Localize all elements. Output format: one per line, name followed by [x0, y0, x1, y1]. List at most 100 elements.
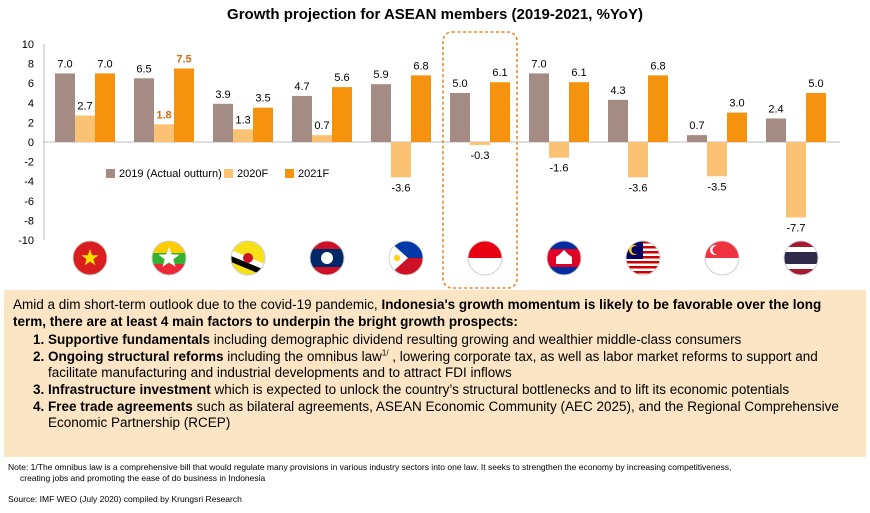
data-label: 5.6 — [334, 72, 349, 84]
data-label: 7.0 — [57, 58, 72, 70]
factor-item: Ongoing structural reforms including the… — [48, 349, 857, 381]
summary-box: Amid a dim short-term outlook due to the… — [4, 290, 866, 457]
factor-text: such as bilateral agreements, ASEAN Econ… — [48, 399, 839, 430]
bar — [154, 124, 174, 142]
data-label: 3.9 — [215, 89, 230, 101]
factor-text: which is expected to unlock the country’… — [210, 382, 790, 397]
bar — [628, 142, 648, 178]
data-label: 2.7 — [77, 101, 92, 113]
flag-myanmar-icon — [152, 241, 186, 275]
bar — [786, 142, 806, 218]
flag-malaysia-icon — [626, 241, 660, 274]
flag-cambodia-icon — [547, 241, 581, 275]
data-label: 4.7 — [294, 81, 309, 93]
footnote-line: creating jobs and promoting the ease of … — [20, 473, 266, 483]
data-label: 6.8 — [413, 60, 428, 72]
bar — [332, 87, 352, 142]
bar — [312, 135, 332, 142]
data-label: 6.8 — [650, 60, 665, 72]
flag-ring — [309, 240, 345, 276]
bar — [470, 142, 490, 145]
factor-title: Infrastructure investment — [48, 382, 211, 397]
bar — [648, 75, 668, 142]
flag-ring — [467, 240, 503, 276]
flag-laos-icon — [310, 241, 344, 275]
y-tick-label: -6 — [24, 196, 34, 208]
flag-ring — [388, 240, 424, 276]
bar — [411, 75, 431, 142]
data-label: 0.7 — [689, 120, 704, 132]
footnote-marker: 1/ — [381, 348, 389, 358]
footnote-line: Note: 1/The omnibus law is a comprehensi… — [8, 462, 732, 472]
y-tick-label: 8 — [28, 59, 34, 71]
legend-swatch — [224, 169, 233, 178]
data-label: 5.9 — [373, 69, 388, 81]
factor-item: Infrastructure investment which is expec… — [48, 382, 857, 398]
flag-brunei-icon — [231, 241, 265, 275]
country-flags — [72, 240, 819, 276]
factor-text: , lowering corporate tax, as well as lab… — [48, 349, 818, 380]
footnote: Note: 1/The omnibus law is a comprehensi… — [8, 462, 863, 484]
data-label: 0.7 — [314, 120, 329, 132]
data-label: 3.0 — [729, 98, 744, 110]
flag-thailand-icon — [784, 241, 818, 275]
data-label: 7.5 — [176, 54, 191, 66]
data-label: -3.5 — [708, 181, 727, 193]
chart-title: Growth projection for ASEAN members (201… — [227, 6, 643, 23]
flag-ring — [704, 240, 740, 276]
bar — [549, 142, 569, 158]
flag-ring — [230, 240, 266, 276]
factor-list: Supportive fundamentals including demogr… — [13, 332, 857, 431]
summary-intro-plain: Amid a dim short-term outlook due to the… — [13, 297, 382, 312]
data-label: 6.1 — [492, 67, 507, 79]
chart-area: 10 8 6 4 2 0 -2 -4 -6 -8 -10 7.0 2.7 7.0 6.5 1.8 7.5 3.9… — [18, 31, 840, 289]
data-label: 2.4 — [768, 103, 783, 115]
bar — [292, 95, 312, 142]
data-label: -3.6 — [629, 182, 648, 194]
y-tick-label: -2 — [24, 157, 34, 169]
flag-vietnam-icon — [73, 241, 107, 275]
flag-ring — [151, 240, 187, 276]
bar — [727, 112, 747, 142]
source-note: Source: IMF WEO (July 2020) compiled by … — [8, 494, 242, 504]
bar — [253, 107, 273, 142]
bar — [806, 93, 826, 142]
factor-item: Supportive fundamentals including demogr… — [48, 332, 857, 348]
flag-ring — [783, 240, 819, 276]
bar — [569, 82, 589, 142]
data-label: 1.3 — [235, 114, 250, 126]
bar — [134, 78, 154, 142]
factor-title: Ongoing structural reforms — [48, 349, 224, 364]
legend-label: 2019 (Actual outturn) — [119, 168, 222, 180]
y-tick-label: -10 — [18, 235, 34, 247]
data-label: 4.3 — [610, 85, 625, 97]
bar — [75, 115, 95, 142]
data-label: -1.6 — [550, 163, 569, 175]
bar — [55, 73, 75, 142]
highlight-outline — [442, 31, 518, 289]
bar — [371, 84, 391, 142]
data-label: -7.7 — [787, 222, 806, 234]
bars — [55, 68, 826, 218]
data-label: -0.3 — [471, 150, 490, 162]
y-tick-label: 0 — [28, 137, 34, 149]
highlight-box — [442, 31, 518, 289]
data-label: 1.8 — [156, 109, 171, 121]
flag-indonesia-icon — [468, 241, 502, 275]
factor-text: including demographic dividend resulting… — [210, 332, 742, 347]
factor-title: Supportive fundamentals — [48, 332, 211, 347]
data-label: 6.1 — [571, 67, 586, 79]
data-label: 7.0 — [97, 58, 112, 70]
factor-item: Free trade agreements such as bilateral … — [48, 399, 857, 431]
flag-ring — [72, 240, 108, 276]
y-tick-label: 2 — [28, 117, 34, 129]
bar — [608, 99, 628, 142]
data-label: 3.5 — [255, 93, 270, 105]
y-tick-label: -8 — [24, 215, 34, 227]
y-tick-label: 4 — [28, 98, 34, 110]
flag-ring — [625, 240, 661, 276]
flag-ring — [546, 240, 582, 276]
summary-intro-bold: Indonesia's growth momentum is likely to… — [13, 297, 822, 329]
data-label: 6.5 — [136, 63, 151, 75]
y-tick-label: -4 — [24, 176, 34, 188]
